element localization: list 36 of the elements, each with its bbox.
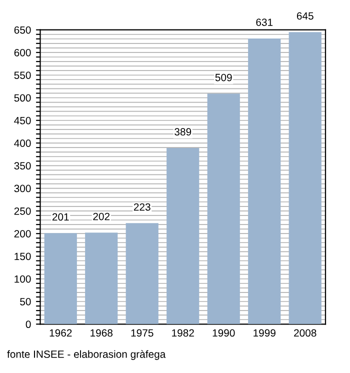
x-tick-label: 2008 <box>294 329 316 337</box>
bar <box>207 94 240 324</box>
bar <box>248 38 281 324</box>
y-tick-label: 50 <box>20 298 31 306</box>
y-tick-label: 0 <box>26 320 31 328</box>
y-tick-label: 300 <box>14 184 31 192</box>
y-tick-label: 400 <box>14 140 31 147</box>
bar <box>126 223 158 324</box>
y-tick-label: 500 <box>14 94 31 102</box>
bar <box>288 32 322 324</box>
x-tick-label: 1962 <box>50 329 72 337</box>
data-label: 201 <box>52 213 69 221</box>
y-tick-label: 450 <box>14 116 31 124</box>
data-label: 645 <box>296 12 314 20</box>
x-tick-label: 1982 <box>172 329 194 337</box>
source-note: fonte INSEE - elaborasion gràfega <box>7 350 166 360</box>
y-tick-label: 100 <box>14 275 31 283</box>
data-label: 631 <box>256 18 273 26</box>
x-tick-label: 1968 <box>90 329 113 337</box>
x-tick-label: 1975 <box>131 329 154 337</box>
bar <box>85 232 118 324</box>
y-tick-label: 600 <box>14 48 31 56</box>
data-label: 223 <box>134 203 150 211</box>
y-tick-label: 550 <box>14 72 31 79</box>
data-label: 202 <box>93 212 110 220</box>
y-tick-label: 200 <box>14 230 31 238</box>
bar <box>44 233 77 324</box>
x-tick-label: 1999 <box>254 329 276 337</box>
y-tick-label: 350 <box>14 162 31 170</box>
data-label: 389 <box>174 128 192 136</box>
y-tick-label: 650 <box>14 26 31 34</box>
data-label: 509 <box>215 74 232 82</box>
x-tick-label: 1990 <box>212 329 235 337</box>
y-tick-label: 150 <box>14 252 31 260</box>
y-tick-label: 250 <box>14 207 31 215</box>
bar <box>166 148 200 324</box>
